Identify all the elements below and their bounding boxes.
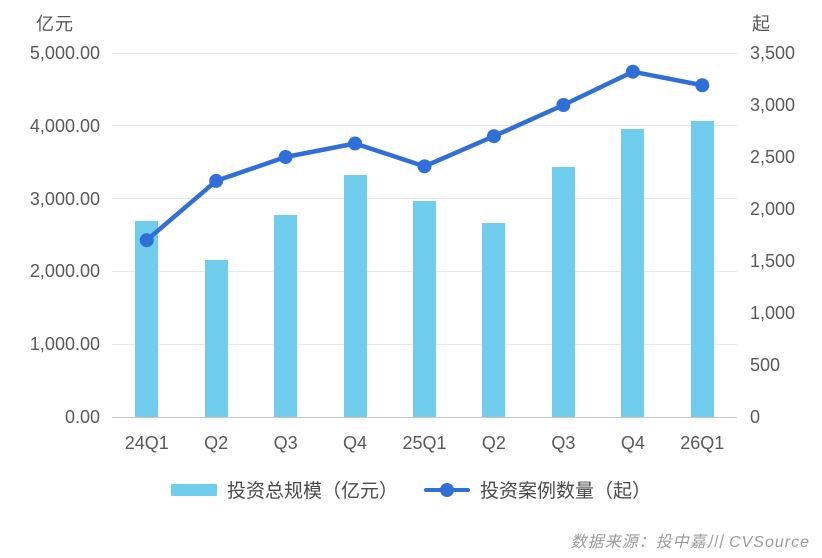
gridline-5000 — [112, 52, 737, 54]
left-axis-tick-3,000.00: 3,000.00 — [29, 188, 100, 209]
line-marker-25Q1 — [417, 159, 432, 174]
legend-label-deal-count: 投资案例数量（起） — [480, 481, 652, 502]
right-axis-tick-0: 0 — [750, 407, 761, 427]
left-axis-tick-0.00: 0.00 — [64, 407, 100, 427]
legend: 投资总规模（亿元） 投资案例数量（起） — [0, 476, 822, 503]
right-axis-tick-1,500: 1,500 — [750, 251, 796, 271]
right-axis-unit: 起 — [752, 14, 771, 34]
data-source-note: 数据来源：投中嘉川 CVSource — [570, 534, 810, 551]
bar-swatch-icon — [170, 483, 217, 496]
left-axis-tick-5,000.00: 5,000.00 — [29, 43, 100, 63]
right-axis-tick-3,000: 3,000 — [750, 95, 796, 115]
bar-Q4 — [343, 175, 367, 417]
right-axis-tick-2,000: 2,000 — [750, 199, 796, 219]
line-marker-Q4 — [625, 64, 640, 79]
line-marker-Q2 — [486, 129, 501, 144]
legend-item-total-investment: 投资总规模（亿元） — [170, 476, 398, 503]
bar-Q2 — [482, 223, 506, 417]
bar-Q3 — [274, 214, 298, 417]
x-axis-label-Q3: Q3 — [551, 433, 576, 453]
line-marker-Q2 — [209, 173, 224, 188]
right-axis-tick-500: 500 — [750, 355, 781, 375]
legend-label-total-investment: 投资总规模（亿元） — [226, 481, 398, 502]
line-swatch-icon — [424, 482, 470, 497]
line-marker-Q3 — [556, 98, 571, 112]
x-axis-label-Q4: Q4 — [620, 433, 645, 453]
left-axis-tick-4,000.00: 4,000.00 — [29, 115, 100, 136]
left-axis-unit: 亿元 — [36, 14, 74, 34]
right-axis-tick-2,500: 2,500 — [750, 147, 796, 167]
x-axis-label-Q2: Q2 — [204, 433, 229, 453]
left-axis-tick-2,000.00: 2,000.00 — [29, 261, 100, 282]
right-axis-tick-1,000: 1,000 — [750, 303, 796, 323]
bar-24Q1 — [135, 221, 159, 417]
x-axis-label-25Q1: 25Q1 — [402, 433, 447, 453]
right-axis-tick-3,500: 3,500 — [750, 43, 796, 63]
gridline-0 — [112, 416, 737, 418]
legend-item-deal-count: 投资案例数量（起） — [424, 476, 651, 503]
line-swatch-dot-icon — [440, 482, 454, 497]
bar-25Q1 — [413, 200, 436, 417]
x-axis-label-26Q1: 26Q1 — [680, 433, 725, 453]
gridline-4000 — [112, 125, 737, 127]
x-axis-label-Q4: Q4 — [343, 433, 368, 453]
x-axis-label-24Q1: 24Q1 — [124, 433, 169, 453]
line-marker-26Q1 — [695, 78, 710, 93]
bar-26Q1 — [690, 121, 714, 417]
line-marker-Q3 — [278, 150, 293, 164]
x-axis-label-Q3: Q3 — [273, 433, 298, 453]
line-marker-Q4 — [348, 136, 363, 151]
left-axis-tick-1,000.00: 1,000.00 — [29, 334, 100, 355]
bar-Q2 — [204, 259, 228, 417]
x-axis-label-Q2: Q2 — [481, 433, 506, 453]
bar-Q3 — [551, 166, 575, 417]
bar-Q4 — [621, 128, 645, 417]
